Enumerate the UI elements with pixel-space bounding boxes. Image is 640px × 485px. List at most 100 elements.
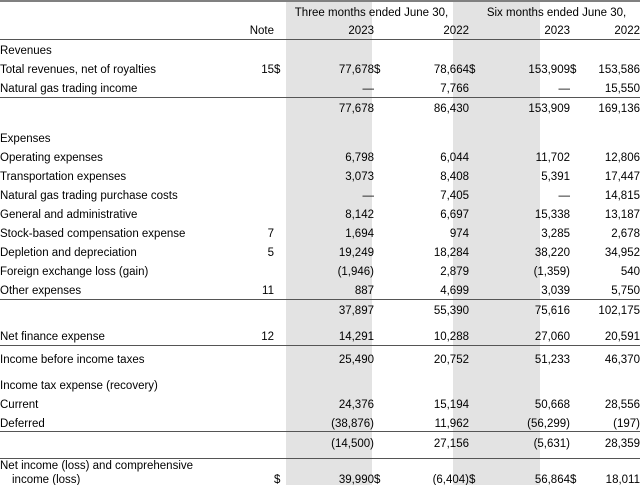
currency-slot [570,326,584,346]
row-note: 15 [261,64,274,77]
currency-slot [469,223,483,242]
header-cur-h2023 [469,20,483,39]
row-label: Current [0,398,39,411]
currency-symbol-q2022: $ [374,457,388,485]
value-q2-2022: 8,408 [440,171,469,184]
value-h1-2023: (1,359) [533,266,570,279]
section-title-income-tax: Income tax expense (recovery) [0,379,158,392]
value-h1-2023: 15,338 [534,209,570,222]
header-blank-label [0,0,232,20]
currency-slot [274,393,288,412]
currency-slot [570,147,584,166]
row-note: 5 [267,247,274,260]
value-h1-2022: 20,591 [604,331,640,344]
value-h1-2023: 38,220 [534,247,570,260]
value-h1-2023: 3,285 [541,228,570,241]
currency-slot [274,166,288,185]
value-q2-2023: 1,694 [345,228,374,241]
currency-slot [469,326,483,346]
table-row-foreign-exchange-loss-gain: Foreign exchange loss (gain) (1,946) 2,8… [0,261,640,280]
row-note [232,412,274,432]
expenses-note-blank [232,128,274,147]
header-year-q-2022: 2022 [443,25,469,38]
section-income-tax-row: Income tax expense (recovery) [0,374,640,393]
header-year-row: Note 2023 2022 2023 2022 [0,20,640,39]
header-year-h-2022: 2022 [614,25,640,38]
row-label: General and administrative [0,209,138,222]
value-q2-2023: 6,798 [345,152,374,165]
currency-slot [374,166,388,185]
currency-symbol-h2022: $ [570,64,577,77]
value-h1-2023: — [558,83,571,96]
currency-slot [274,412,288,432]
value-h1-2023: (5,631) [483,431,570,451]
currency-slot [274,147,288,166]
row-note [232,78,274,98]
header-six-months: Six months ended June 30, [469,0,640,20]
value-q2-2022: 10,288 [433,331,469,344]
value-h1-2023: — [558,190,571,203]
value-h1-2022: 13,187 [604,209,640,222]
currency-slot [274,185,288,204]
row-note [232,393,274,412]
value-q2-2022: 2,879 [440,266,469,279]
value-q2-2022: 6,697 [440,209,469,222]
header-blank-label-2 [0,20,232,39]
row-note [232,261,274,280]
row-label: Other expenses [0,285,82,298]
highlight-band-q2-2023 [286,0,372,485]
value-q2-2022: (6,404) [388,457,469,485]
value-h1-2023: 75,616 [483,298,570,319]
value-h1-2023: 27,060 [534,331,570,344]
currency-slot [374,242,388,261]
value-h1-2022: 34,952 [604,247,640,260]
section-title-expenses: Expenses [0,133,51,146]
table-row-deferred: Deferred (38,876) 11,962 (56,299) (197) [0,412,640,432]
value-q2-2022: 27,156 [388,431,469,451]
row-label-net-income: Net income (loss) and comprehensive incom… [0,457,232,485]
currency-slot [374,185,388,204]
table-row-current: Current 24,376 15,194 50,668 28,556 [0,393,640,412]
revenues-values-blank [274,38,640,59]
table-row-tax-total: (14,500) 27,156 (5,631) 28,359 [0,431,640,451]
header-year-q-2023: 2023 [348,25,374,38]
currency-slot [570,242,584,261]
row-label: Income before income taxes [0,344,232,367]
currency-slot [469,242,483,261]
spacer-after-expenses [0,319,640,326]
currency-slot [469,204,483,223]
value-q2-2022: 20,752 [388,344,469,367]
currency-slot [274,96,288,117]
row-note [232,298,274,319]
value-h1-2023: 11,702 [535,152,570,165]
row-note: 7 [267,228,274,241]
value-h1-2023: 50,668 [534,398,570,411]
value-h1-2022: 28,556 [604,398,640,411]
value-q2-2022: 15,194 [433,398,469,411]
row-label: Natural gas trading income [0,83,138,96]
currency-slot [469,147,483,166]
currency-slot [570,223,584,242]
currency-slot [469,344,483,367]
value-q2-2023: 19,249 [338,247,374,260]
row-label: Natural gas trading purchase costs [0,190,178,203]
currency-slot [274,344,288,367]
value-q2-2023: 3,073 [345,171,374,184]
currency-slot [469,166,483,185]
currency-slot [374,204,388,223]
section-expenses-row: Expenses [0,128,640,147]
table-row-income-before-income-taxes: Income before income taxes 25,490 20,752… [0,344,640,367]
table-row-net-income: Net income (loss) and comprehensive incom… [0,457,640,485]
header-blank-note [232,0,274,20]
header-cur-q2022 [374,20,388,39]
header-three-months: Three months ended June 30, [274,0,469,20]
row-label: Total revenues, net of royalties [0,64,156,77]
value-q2-2023: 77,678 [288,96,374,117]
table-row-general-and-administrative: General and administrative 8,142 6,697 1… [0,204,640,223]
row-label: Operating expenses [0,152,103,165]
spacer-before-net-income [0,451,640,458]
highlight-band-h1-2023 [453,0,540,485]
value-h1-2022: 5,750 [611,285,640,298]
currency-slot [570,261,584,280]
